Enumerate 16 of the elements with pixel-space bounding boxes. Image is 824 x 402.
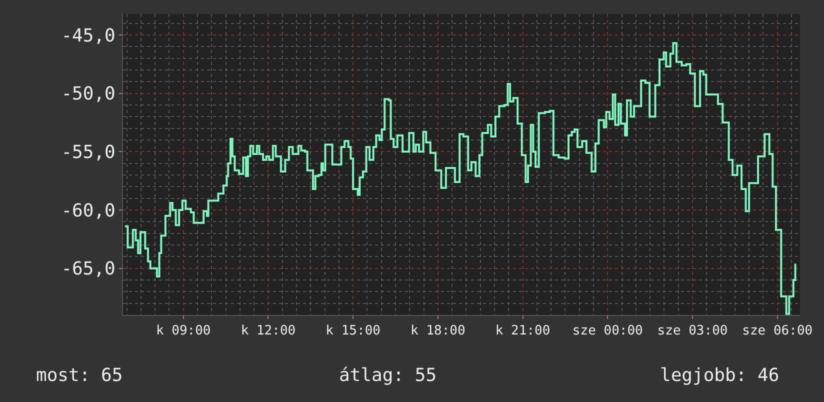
text: átlag: 55 [339, 365, 437, 386]
y-tick-label: -50,0 [61, 84, 116, 105]
x-tick-label: sze 06:00 [742, 324, 813, 339]
x-tick-label: k 21:00 [495, 324, 550, 339]
x-tick-label: k 15:00 [326, 324, 380, 339]
text: most: 65 [36, 365, 123, 386]
x-tick-label: sze 03:00 [657, 324, 728, 339]
x-tick-label: k 12:00 [240, 324, 296, 339]
y-tick-label: -55,0 [61, 142, 116, 163]
y-tick-label: -60,0 [61, 200, 116, 222]
x-tick-label: k 09:00 [156, 324, 211, 339]
y-tick-label: -65,0 [61, 258, 116, 280]
x-tick-label: k 18:00 [410, 324, 466, 339]
text: legjobb: 46 [660, 365, 780, 386]
y-tick-label: -45,0 [61, 25, 116, 46]
x-tick-label: sze 00:00 [572, 324, 643, 339]
